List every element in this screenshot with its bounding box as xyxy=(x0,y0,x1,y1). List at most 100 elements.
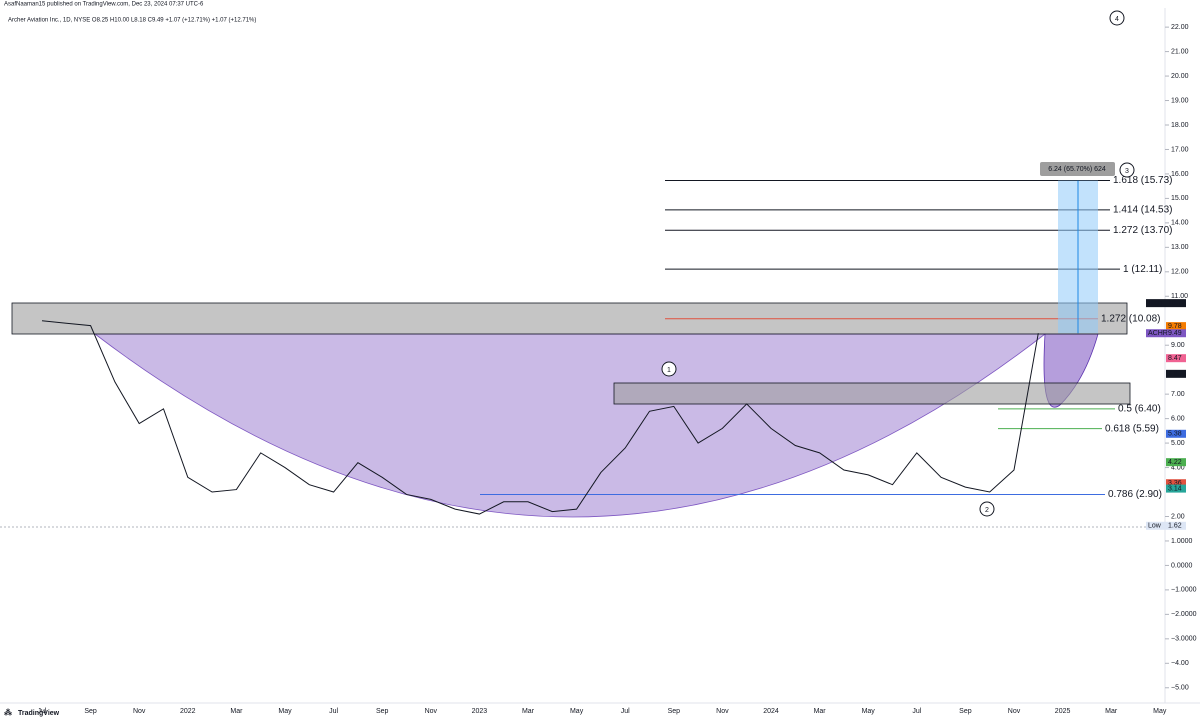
price-tag xyxy=(1166,479,1186,488)
price-tag-label: 3.14 xyxy=(1168,485,1182,492)
fib-label: 0.786 (2.90) xyxy=(1108,489,1162,500)
y-tick-label: 13.00 xyxy=(1171,244,1189,251)
marker-label: 3 xyxy=(1125,168,1129,175)
price-tag-label: 10.72 xyxy=(1168,300,1186,307)
price-tag-label: 8.47 xyxy=(1168,355,1182,362)
x-tick-label: Jul xyxy=(38,708,47,715)
price-line xyxy=(41,320,1039,515)
y-tick-label: −3.0000 xyxy=(1171,636,1197,643)
x-tick-label: Nov xyxy=(1008,708,1021,715)
price-tag-name-bg xyxy=(1146,329,1166,338)
price-tag-name: ACHR xyxy=(1148,330,1168,337)
price-tag-label: 9.49 xyxy=(1168,330,1182,337)
x-tick-label: Jul xyxy=(621,708,630,715)
y-tick-label: 16.00 xyxy=(1171,171,1189,178)
x-tick-label: Sep xyxy=(959,708,972,715)
brand: TradingView xyxy=(18,710,60,717)
publisher: AsafNaaman15 published on TradingView.co… xyxy=(4,2,204,8)
measure-label-bg xyxy=(1040,162,1115,176)
price-tag xyxy=(1166,322,1186,331)
x-tick-label: Mar xyxy=(230,708,243,715)
x-tick-label: Nov xyxy=(425,708,438,715)
fib-label: 0.618 (5.59) xyxy=(1105,423,1159,434)
price-tag-label: 9.78 xyxy=(1168,323,1182,330)
fib-label: 1.414 (14.53) xyxy=(1113,205,1173,216)
x-tick-label: May xyxy=(570,708,584,715)
y-tick-label: 14.00 xyxy=(1171,220,1189,227)
price-tag xyxy=(1166,521,1186,530)
y-tick-label: 20.00 xyxy=(1171,73,1189,80)
price-tag xyxy=(1166,329,1186,338)
marker-label: 1 xyxy=(667,367,671,374)
fib-label: 0.5 (6.40) xyxy=(1118,403,1161,414)
x-tick-label: Nov xyxy=(716,708,729,715)
y-tick-label: 5.00 xyxy=(1171,440,1185,447)
price-tag-label: 1.62 xyxy=(1168,523,1182,530)
x-tick-label: Mar xyxy=(814,708,827,715)
y-tick-label: −5.00 xyxy=(1171,685,1189,692)
price-tag-label: 3.36 xyxy=(1168,480,1182,487)
cup-shape xyxy=(93,333,1047,518)
x-tick-label: May xyxy=(278,708,292,715)
marker-circle xyxy=(1109,10,1125,26)
x-tick-label: May xyxy=(862,708,876,715)
y-tick-label: 21.00 xyxy=(1171,48,1189,55)
price-tag xyxy=(1166,458,1186,467)
price-tag xyxy=(1166,369,1186,378)
x-tick-label: Sep xyxy=(84,708,97,715)
x-tick-label: 2025 xyxy=(1055,708,1071,715)
y-tick-label: 0.0000 xyxy=(1171,562,1193,569)
price-tag xyxy=(1166,484,1186,493)
y-tick-label: 4.00 xyxy=(1171,464,1185,471)
marker-circle xyxy=(979,501,995,517)
support-zone xyxy=(613,382,1131,405)
x-tick-label: Mar xyxy=(522,708,535,715)
x-tick-label: 2024 xyxy=(763,708,779,715)
price-tag xyxy=(1166,429,1186,438)
price-tag xyxy=(1166,299,1186,308)
x-tick-label: Mar xyxy=(1105,708,1118,715)
price-tag-label: 5.38 xyxy=(1168,431,1182,438)
x-tick-label: 2023 xyxy=(472,708,488,715)
price-tag-label: 7.83 xyxy=(1168,371,1182,378)
y-tick-label: 9.00 xyxy=(1171,342,1185,349)
x-tick-label: Jul xyxy=(912,708,921,715)
y-tick-label: 22.00 xyxy=(1171,24,1189,31)
y-tick-label: 12.00 xyxy=(1171,269,1189,276)
y-tick-label: −1.0000 xyxy=(1171,587,1197,594)
fib-label: 1 (12.11) xyxy=(1123,264,1162,275)
y-tick-label: 19.00 xyxy=(1171,97,1189,104)
price-tag-name-bg xyxy=(1146,299,1166,308)
x-tick-label: May xyxy=(1153,708,1167,715)
price-tag-name: Low xyxy=(1148,523,1162,530)
price-tag-name: High xyxy=(1148,300,1163,307)
x-tick-label: Sep xyxy=(668,708,681,715)
price-tag-name-bg xyxy=(1146,521,1166,530)
y-tick-label: 7.00 xyxy=(1171,391,1185,398)
y-tick-label: −2.0000 xyxy=(1171,611,1197,618)
x-tick-label: 2022 xyxy=(180,708,196,715)
measure-label: 6.24 (65.70%) 624 xyxy=(1048,166,1106,173)
y-tick-label: 15.00 xyxy=(1171,195,1189,202)
y-tick-label: 2.00 xyxy=(1171,513,1185,520)
marker-label: 4 xyxy=(1115,16,1119,23)
y-tick-label: 6.00 xyxy=(1171,415,1185,422)
y-tick-label: 11.00 xyxy=(1171,293,1188,300)
fib-label: 1.272 (10.08) xyxy=(1101,313,1161,324)
y-tick-label: 17.00 xyxy=(1171,146,1189,153)
fib-label: 1.618 (15.73) xyxy=(1113,175,1173,186)
x-tick-label: Jul xyxy=(329,708,338,715)
marker-circle xyxy=(1119,162,1135,178)
y-tick-label: −4.00 xyxy=(1171,660,1189,667)
x-tick-label: Nov xyxy=(133,708,146,715)
x-tick-label: Sep xyxy=(376,708,389,715)
y-tick-label: 18.00 xyxy=(1171,122,1189,129)
price-tag xyxy=(1166,354,1186,363)
price-tag-label: 4.22 xyxy=(1168,459,1182,466)
symbol-info: Archer Aviation Inc., 1D, NYSE O8.25 H10… xyxy=(8,18,256,24)
y-tick-label: 1.0000 xyxy=(1171,538,1193,545)
brand-logo: ⁂ xyxy=(4,707,12,717)
fib-label: 1.272 (13.70) xyxy=(1113,225,1173,236)
